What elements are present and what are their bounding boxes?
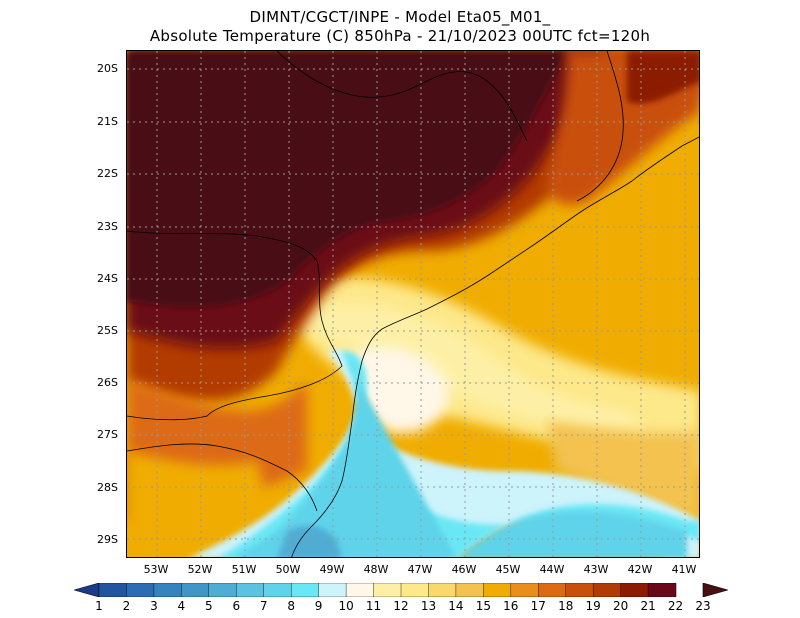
chart-title-line1: DIMNT/CGCT/INPE - Model Eta05_M01_ xyxy=(249,8,551,26)
colorbar-tick-label: 2 xyxy=(122,599,131,613)
colorbar-tick-label: 13 xyxy=(420,599,437,613)
lat-label-23s: 23S xyxy=(97,220,118,233)
lat-label-22s: 22S xyxy=(97,167,118,180)
colorbar-segment xyxy=(455,583,485,597)
colorbar-segment xyxy=(565,583,594,597)
graticule xyxy=(127,51,699,557)
colorbar-tick-label: 16 xyxy=(503,599,519,613)
coastline xyxy=(127,51,699,557)
lon-label-42w: 42W xyxy=(627,563,653,576)
lon-label-50w: 50W xyxy=(275,563,301,576)
lon-label-43w: 43W xyxy=(583,563,609,576)
lon-label-47w: 47W xyxy=(407,563,433,576)
lon-label-41w: 41W xyxy=(671,563,697,576)
colorbar-segment xyxy=(290,583,320,597)
colorbar-tick-label: 12 xyxy=(393,599,409,613)
colorbar-tick-label: 17 xyxy=(530,599,546,613)
colorbar-tick-label: 15 xyxy=(475,599,491,613)
lon-label-44w: 44W xyxy=(539,563,565,576)
lat-label-20s: 20S xyxy=(97,62,118,75)
colorbar-segment xyxy=(373,583,402,597)
colorbar-tick-label: 7 xyxy=(259,599,268,613)
lat-label-26s: 26S xyxy=(97,376,118,389)
colorbar-tick-label: 23 xyxy=(695,599,711,613)
colorbar-tick-label: 1 xyxy=(95,599,103,613)
colorbar-high-arrow xyxy=(702,583,728,597)
colorbar-segment xyxy=(236,583,265,597)
lon-label-46w: 46W xyxy=(451,563,477,576)
map-panel xyxy=(126,50,700,558)
colorbar-segment xyxy=(345,583,375,597)
colorbar-tick-label: 19 xyxy=(585,599,601,613)
lat-label-21s: 21S xyxy=(97,115,118,128)
colorbar-tick-label: 18 xyxy=(558,599,574,613)
colorbar-segment xyxy=(428,583,457,597)
lon-label-49w: 49W xyxy=(319,563,345,576)
colorbar-segment xyxy=(153,583,183,597)
lon-label-53w: 53W xyxy=(143,563,169,576)
chart-title-line2: Absolute Temperature (C) 850hPa - 21/10/… xyxy=(149,27,651,45)
colorbar-tick-label: 22 xyxy=(667,599,684,613)
lat-label-28s: 28S xyxy=(97,481,118,494)
lon-label-48w: 48W xyxy=(363,563,389,576)
colorbar-tick-label: 10 xyxy=(338,599,354,613)
colorbar-segment xyxy=(620,583,649,597)
colorbar-segment xyxy=(263,583,292,597)
lat-label-25s: 25S xyxy=(97,324,118,337)
colorbar-segment xyxy=(510,583,539,597)
colorbar-tick-label: 5 xyxy=(204,599,213,613)
lat-label-29s: 29S xyxy=(97,533,118,546)
colorbar-segment xyxy=(647,583,677,597)
colorbar-segment xyxy=(483,583,512,597)
colorbar-tick-label: 14 xyxy=(448,599,464,613)
colorbar-tick-label: 20 xyxy=(612,599,629,613)
colorbar-segment xyxy=(98,583,128,597)
colorbar-tick-label: 6 xyxy=(232,599,241,613)
colorbar-tick-label: 4 xyxy=(177,599,186,613)
colorbar-segment xyxy=(400,583,430,597)
colorbar xyxy=(74,583,728,597)
colorbar-tick-label: 3 xyxy=(150,599,158,613)
colorbar-low-arrow xyxy=(74,583,100,597)
colorbar-tick-label: 21 xyxy=(640,599,656,613)
temperature-field xyxy=(127,51,699,557)
lon-label-52w: 52W xyxy=(187,563,213,576)
colorbar-tick-label: 11 xyxy=(365,599,382,613)
colorbar-segment xyxy=(208,583,237,597)
lon-label-45w: 45W xyxy=(495,563,521,576)
colorbar-tick-label: 9 xyxy=(314,599,323,613)
lat-label-24s: 24S xyxy=(97,272,118,285)
colorbar-tick-label: 8 xyxy=(287,599,295,613)
colorbar-segment xyxy=(592,583,622,597)
lon-label-51w: 51W xyxy=(231,563,257,576)
lat-label-27s: 27S xyxy=(97,428,118,441)
colorbar-segment xyxy=(538,583,567,597)
colorbar-segment xyxy=(126,583,155,597)
colorbar-segment xyxy=(181,583,210,597)
colorbar-segment xyxy=(318,583,347,597)
